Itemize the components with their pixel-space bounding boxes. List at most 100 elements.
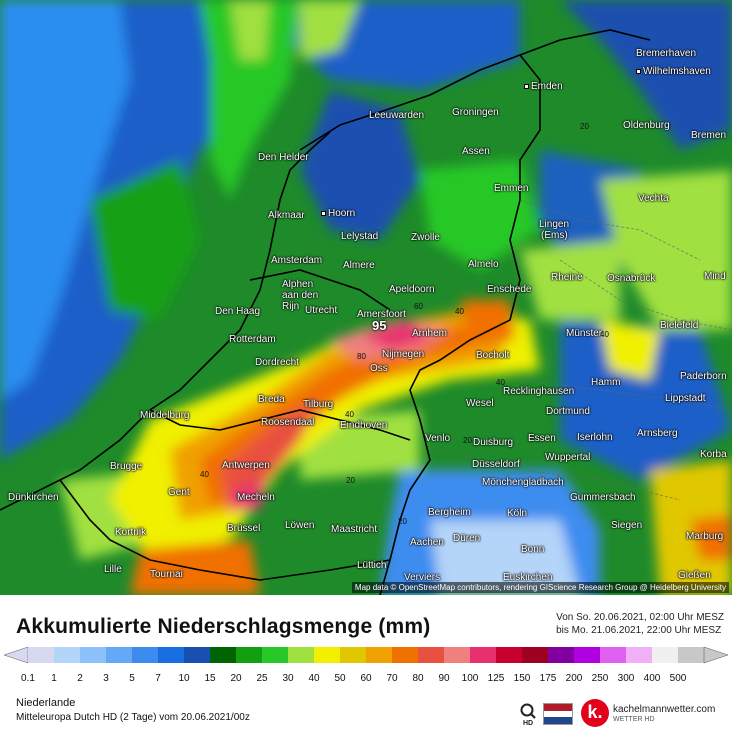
legend-swatch bbox=[158, 647, 185, 663]
legend-swatch bbox=[262, 647, 289, 663]
region-name: Niederlande bbox=[16, 697, 76, 709]
city-label: Korba bbox=[700, 449, 727, 460]
legend-label: 100 bbox=[461, 673, 479, 684]
legend-label: 30 bbox=[282, 673, 294, 684]
city-label: Münster bbox=[566, 328, 603, 339]
legend-label: 15 bbox=[204, 673, 216, 684]
city-label: Kortrijk bbox=[115, 527, 147, 538]
contour-label: 20 bbox=[346, 476, 355, 485]
flag-stripe bbox=[544, 710, 572, 718]
legend-swatch bbox=[678, 647, 705, 663]
city-label: Siegen bbox=[611, 520, 643, 531]
city-label: Den Haag bbox=[215, 306, 261, 317]
legend-label: 400 bbox=[643, 673, 661, 684]
legend-label: 150 bbox=[513, 673, 531, 684]
legend-swatch bbox=[132, 647, 159, 663]
city-label: Arnhem bbox=[412, 328, 448, 339]
contour-label: 20 bbox=[398, 517, 407, 526]
model-info: Mitteleuropa Dutch HD (2 Tage) vom 20.06… bbox=[16, 712, 250, 723]
city-label: Marburg bbox=[686, 531, 724, 542]
precipitation-map: Bremerhaven Wilhelmshaven Emden Oldenbur… bbox=[0, 0, 732, 595]
contour-label: 20 bbox=[463, 436, 472, 445]
city-label: Dünkirchen bbox=[8, 492, 59, 503]
period-from: Von So. 20.06.2021, 02:00 Uhr MESZ bbox=[556, 612, 724, 623]
contour-label: 20 bbox=[580, 122, 589, 131]
city-label: Middelburg bbox=[140, 410, 190, 421]
legend-swatch bbox=[626, 647, 653, 663]
city-label: Wesel bbox=[466, 398, 494, 409]
city-label: Brüssel bbox=[227, 523, 261, 534]
legend-label: 200 bbox=[565, 673, 583, 684]
legend-swatch bbox=[236, 647, 263, 663]
legend-label: 3 bbox=[103, 673, 109, 684]
city-label: Osnabrück bbox=[607, 273, 656, 284]
city-label: Mönchengladbach bbox=[482, 477, 564, 488]
legend-label: 70 bbox=[386, 673, 398, 684]
legend-label: 20 bbox=[230, 673, 242, 684]
city-label: Rotterdam bbox=[229, 334, 276, 345]
city-label: (Ems) bbox=[541, 230, 568, 241]
period-to: bis Mo. 21.06.2021, 22:00 Uhr MESZ bbox=[556, 625, 722, 636]
city-label: Bonn bbox=[521, 544, 545, 555]
city-label: Mind bbox=[704, 271, 726, 282]
city-label: Brugge bbox=[110, 461, 143, 472]
city-label: Enschede bbox=[487, 284, 532, 295]
city-label: Rijn bbox=[282, 301, 300, 312]
city-label: Hoorn bbox=[321, 208, 355, 219]
city-label: Alkmaar bbox=[268, 210, 305, 221]
legend-swatch bbox=[574, 647, 601, 663]
legend-swatch bbox=[600, 647, 627, 663]
city-label: Mecheln bbox=[237, 492, 275, 503]
legend-swatch bbox=[314, 647, 341, 663]
city-label: Euskirchen bbox=[503, 572, 553, 583]
netherlands-flag-icon[interactable] bbox=[543, 703, 573, 725]
legend-label: 300 bbox=[617, 673, 635, 684]
city-label: Bremen bbox=[691, 130, 727, 141]
contour-label: 80 bbox=[357, 352, 366, 361]
precipitation-field bbox=[0, 0, 732, 595]
city-label: Dordrecht bbox=[255, 357, 299, 368]
city-label: Verviers bbox=[404, 572, 441, 583]
legend-swatch bbox=[288, 647, 315, 663]
city-label: Roosendaal bbox=[261, 417, 315, 428]
city-label: Emmen bbox=[494, 183, 529, 194]
city-label: Utrecht bbox=[305, 305, 338, 316]
city-label: Tournai bbox=[150, 569, 183, 580]
legend-swatch bbox=[470, 647, 497, 663]
city-label: Bergheim bbox=[428, 507, 471, 518]
city-label: Oss bbox=[370, 363, 388, 374]
legend-swatch bbox=[652, 647, 679, 663]
legend-arrow-right bbox=[703, 646, 729, 664]
city-label: aan den bbox=[282, 290, 319, 301]
city-label: Bielefeld bbox=[660, 320, 699, 331]
city-label: Bremerhaven bbox=[636, 48, 697, 59]
city-label: Assen bbox=[462, 146, 490, 157]
city-label: Eindhoven bbox=[340, 420, 388, 431]
legend-swatch bbox=[418, 647, 445, 663]
legend-label: 500 bbox=[669, 673, 687, 684]
city-label: Apeldoorn bbox=[389, 284, 435, 295]
legend-label: 125 bbox=[487, 673, 505, 684]
legend-swatch bbox=[444, 647, 471, 663]
city-label: Amersfoort bbox=[357, 309, 406, 320]
legend-swatch bbox=[106, 647, 133, 663]
legend-swatch bbox=[210, 647, 237, 663]
brand-name[interactable]: kachelmannwetter.com bbox=[613, 704, 716, 715]
city-label: Essen bbox=[528, 433, 556, 444]
legend-swatch bbox=[80, 647, 107, 663]
contour-label: 40 bbox=[345, 410, 354, 419]
city-label: Duisburg bbox=[473, 437, 514, 448]
city-label: Den Helder bbox=[258, 152, 309, 163]
brand-logo-icon[interactable]: k. bbox=[581, 699, 609, 727]
city-label: Venlo bbox=[425, 433, 451, 444]
legend-label: 60 bbox=[360, 673, 372, 684]
city-label: Dortmund bbox=[546, 406, 590, 417]
city-label: Lüttich bbox=[357, 560, 387, 571]
city-label: Amsterdam bbox=[271, 255, 323, 266]
legend-swatch bbox=[496, 647, 523, 663]
search-hd-icon[interactable]: HD bbox=[518, 702, 540, 726]
city-label: Wuppertal bbox=[545, 452, 591, 463]
legend-label: 10 bbox=[178, 673, 190, 684]
city-label: Löwen bbox=[285, 520, 315, 531]
city-label: Hamm bbox=[591, 377, 621, 388]
